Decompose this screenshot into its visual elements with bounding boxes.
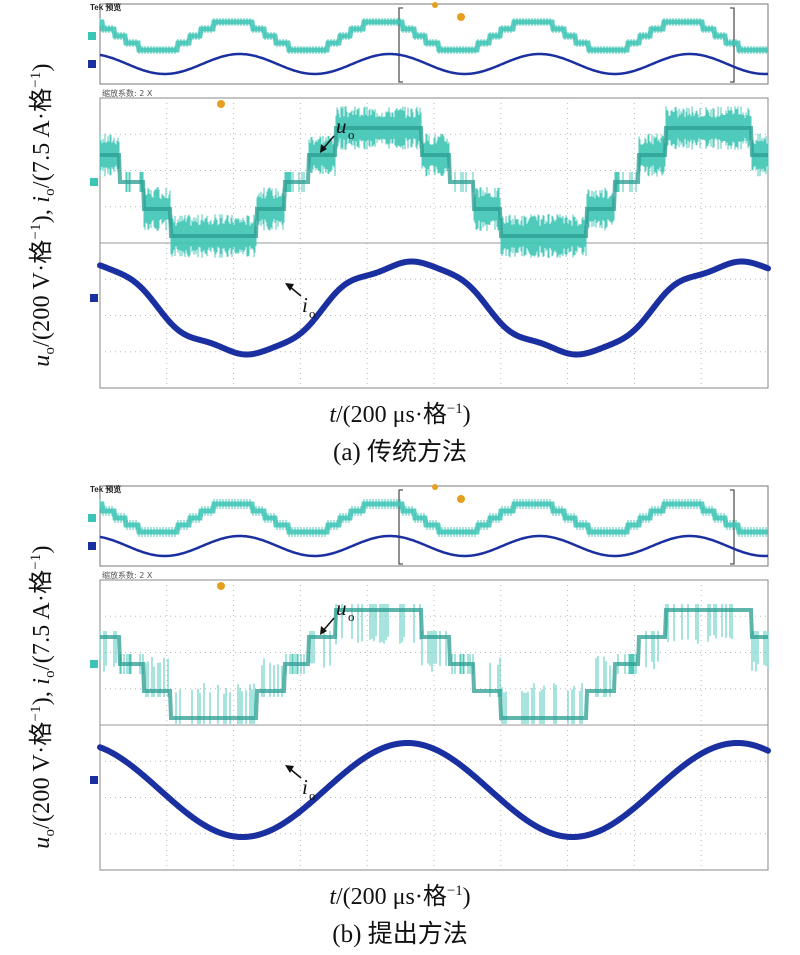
voltage-annotation-sub: o <box>348 127 355 142</box>
ylabel-close-b: ) <box>29 545 56 554</box>
ylabel-mid-a: /(200 V·格 <box>29 239 56 347</box>
xlabel-close-b: ) <box>462 884 471 910</box>
xlabel-rest-b: /(200 μs·格 <box>335 884 447 910</box>
ylabel-sup2-b: −1 <box>28 553 45 570</box>
zoom-bracket-left <box>398 7 403 83</box>
zoom-factor-label: 缩放系数: 2 X <box>102 570 153 580</box>
ylabel-u-a: u <box>29 354 56 367</box>
trigger-marker <box>432 2 438 8</box>
ch2-marker-overview <box>88 60 96 68</box>
ylabel-sep-b: ), <box>29 684 56 706</box>
voltage-arrowhead <box>320 144 327 153</box>
ylabel-u-b: u <box>29 836 56 849</box>
xlabel-sup-a: −1 <box>446 401 463 418</box>
x-axis-label-a: t/(200 μs·格−1) <box>0 394 800 429</box>
ch1-marker-overview <box>88 32 96 40</box>
ylabel-i-b: i <box>29 677 56 685</box>
voltage-annotation: u <box>336 596 347 620</box>
overview-voltage-trace <box>99 19 768 53</box>
voltage-trace-uo <box>100 126 768 238</box>
voltage-arrowhead <box>320 626 327 635</box>
ylabel-sup-b: −1 <box>28 705 45 722</box>
ch1-marker-main <box>90 660 98 668</box>
xlabel-close-a: ) <box>462 402 471 428</box>
ylabel-sup2-a: −1 <box>28 71 45 88</box>
ylabel-end-b: /(7.5 A·格 <box>29 569 56 671</box>
caption-b: (b) 提出方法 <box>332 921 468 948</box>
voltage-switching-noise <box>99 604 769 724</box>
trigger-marker-main <box>217 582 225 590</box>
ylabel-i-sub-b: o <box>41 670 58 678</box>
ch2-marker-overview <box>88 542 96 550</box>
overview-title: Tek 预览 <box>90 484 121 494</box>
overview-current-trace <box>99 52 769 76</box>
trigger-marker <box>432 484 438 490</box>
x-axis-label-b: t/(200 μs·格−1) <box>0 876 800 911</box>
current-trace-io <box>97 740 771 840</box>
overview-title: Tek 预览 <box>90 2 121 12</box>
current-annotation: i <box>302 775 308 799</box>
ch1-marker-overview <box>88 514 96 522</box>
ylabel-u-sub-b: o <box>41 828 58 837</box>
caption-a: (a) 传统方法 <box>333 439 467 466</box>
current-arrowhead <box>285 765 294 773</box>
ylabel-i-a: i <box>29 195 56 203</box>
overview-voltage-trace <box>99 501 768 535</box>
ch2-marker-main <box>90 776 98 784</box>
xlabel-t-b: t <box>329 884 336 910</box>
ylabel-end-a: /(7.5 A·格 <box>29 87 56 189</box>
voltage-annotation: u <box>336 114 347 138</box>
current-annotation: i <box>302 293 308 317</box>
overview-current-trace <box>99 534 769 558</box>
ylabel-mid-b: /(200 V·格 <box>29 721 56 829</box>
zoom-factor-label: 缩放系数: 2 X <box>102 88 153 98</box>
xlabel-t-a: t <box>329 402 336 428</box>
ylabel-close-a: ) <box>29 63 56 72</box>
trigger-marker-2 <box>457 13 465 21</box>
zoom-bracket-left <box>398 489 403 565</box>
current-arrowhead <box>285 283 294 291</box>
ylabel-u-sub-a: o <box>41 346 58 355</box>
ylabel-i-sub-a: o <box>41 188 58 196</box>
y-axis-label-b: uo/(200 V·格−1), io/(7.5 A·格−1) <box>2 492 78 902</box>
voltage-annotation-sub: o <box>348 609 355 624</box>
voltage-trace-uo <box>100 608 768 720</box>
xlabel-rest-a: /(200 μs·格 <box>335 402 447 428</box>
trigger-marker-2 <box>457 495 465 503</box>
current-annotation-sub: o <box>309 306 316 321</box>
ylabel-sup-a: −1 <box>28 223 45 240</box>
xlabel-sup-b: −1 <box>446 883 463 900</box>
current-trace-io <box>97 258 771 358</box>
ch2-marker-main <box>90 294 98 302</box>
current-annotation-sub: o <box>309 788 316 803</box>
ylabel-sep-a: ), <box>29 202 56 224</box>
ch1-marker-main <box>90 178 98 186</box>
y-axis-label-a: uo/(200 V·格−1), io/(7.5 A·格−1) <box>2 10 78 420</box>
trigger-marker-main <box>217 100 225 108</box>
